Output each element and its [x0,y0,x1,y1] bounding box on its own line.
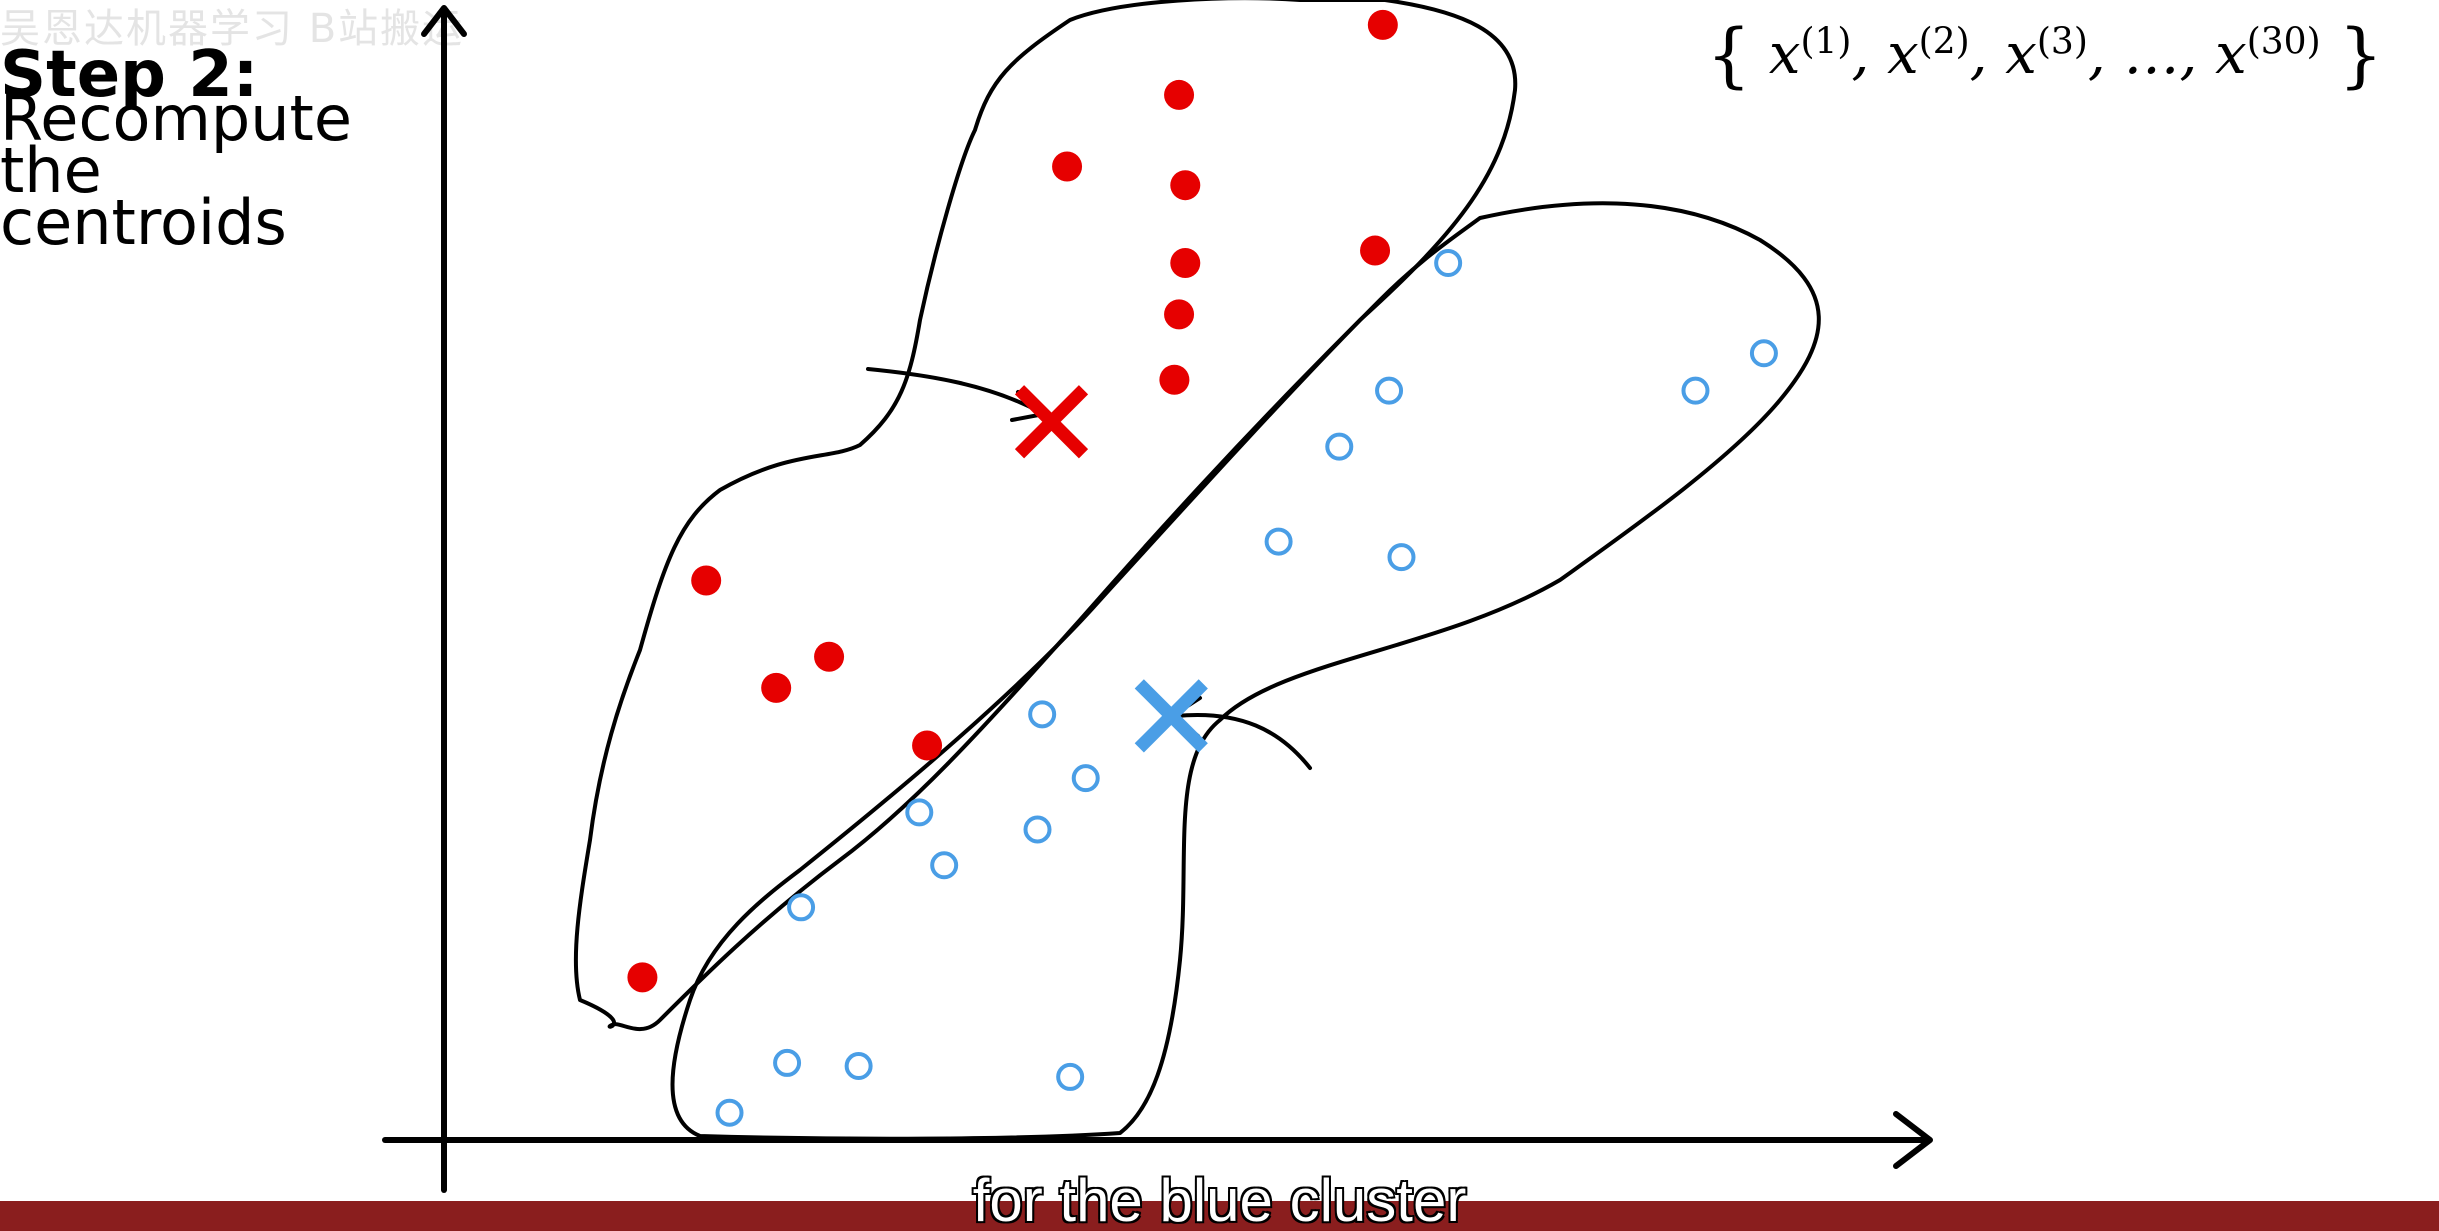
red-point-5 [1360,235,1391,266]
step-heading: Step 2: [0,38,259,112]
blue-point-5 [1325,432,1354,461]
formula-var-1: x [1768,22,1801,87]
blue-cluster-outline [670,201,1821,1141]
blue-point-10 [905,798,934,827]
red-point-10 [814,641,845,672]
formula-sep-1: , [1851,22,1870,87]
formula-ellipsis: … [2123,22,2180,87]
red-point-13 [627,962,658,993]
red-point-8 [1159,364,1190,395]
formula-sep-4: , [2179,22,2198,87]
blue-point-15 [844,1052,873,1081]
formula-sep-2: , [1969,22,1988,87]
blue-point-17 [715,1098,744,1127]
subtitle-caption: for the blue cluster [971,1166,1468,1231]
formula-index-3: (3) [2036,21,2088,63]
red-point-4 [1170,170,1201,201]
blue-point-6 [1264,527,1293,556]
blue-point-8 [1028,700,1057,729]
cluster-points-layer [627,9,1778,1127]
formula-var-30: x [2215,22,2247,87]
red-cluster-outline [573,0,1518,1032]
formula-close-brace: } [2338,14,2383,96]
formula-open-brace: { [1706,14,1752,96]
red-point-3 [1052,151,1083,182]
training-set-formula: { x(1), x(2), x(3), …, x(30) } [1707,14,2384,96]
blue-point-16 [1056,1062,1085,1091]
blue-point-2 [1749,339,1778,368]
formula-sep-3: , [2087,22,2106,87]
blue-point-14 [773,1048,802,1077]
formula-index-30: (30) [2246,21,2321,63]
blue-point-12 [930,851,959,880]
watermark-text: 吴恩达机器学习 B站搬运 [0,6,465,52]
blue-point-1 [1434,249,1463,278]
step-line-2: the [0,134,102,207]
red-point-11 [761,672,792,703]
red-centroid-pointer-arrow [866,367,1042,414]
blue-point-7 [1387,543,1416,572]
blue-point-13 [787,893,816,922]
y-axis-arrow-icon [421,5,467,37]
blue-point-9 [1071,764,1100,793]
x-axis-arrow-icon [1893,1111,1933,1169]
step-line-3: centroids [0,186,287,259]
red-point-9 [691,565,722,596]
subtitle-bar [0,1201,2439,1231]
red-centroid-cross-icon [1014,385,1089,459]
formula-var-3: x [2005,22,2037,87]
blue-centroid-cross-icon [1134,679,1208,753]
blue-point-3 [1375,376,1404,405]
red-point-6 [1170,248,1201,279]
step-line-1: Recompute [0,82,352,155]
formula-index-1: (1) [1800,21,1852,63]
red-point-7 [1164,299,1195,330]
blue-point-11 [1023,815,1052,844]
red-point-1 [1367,9,1398,40]
blue-centroid-pointer-arrow [1174,713,1312,770]
red-point-2 [1164,79,1195,110]
red-point-12 [912,730,943,761]
formula-index-2: (2) [1918,21,1970,63]
formula-var-2: x [1887,22,1919,87]
blue-point-4 [1681,376,1710,405]
